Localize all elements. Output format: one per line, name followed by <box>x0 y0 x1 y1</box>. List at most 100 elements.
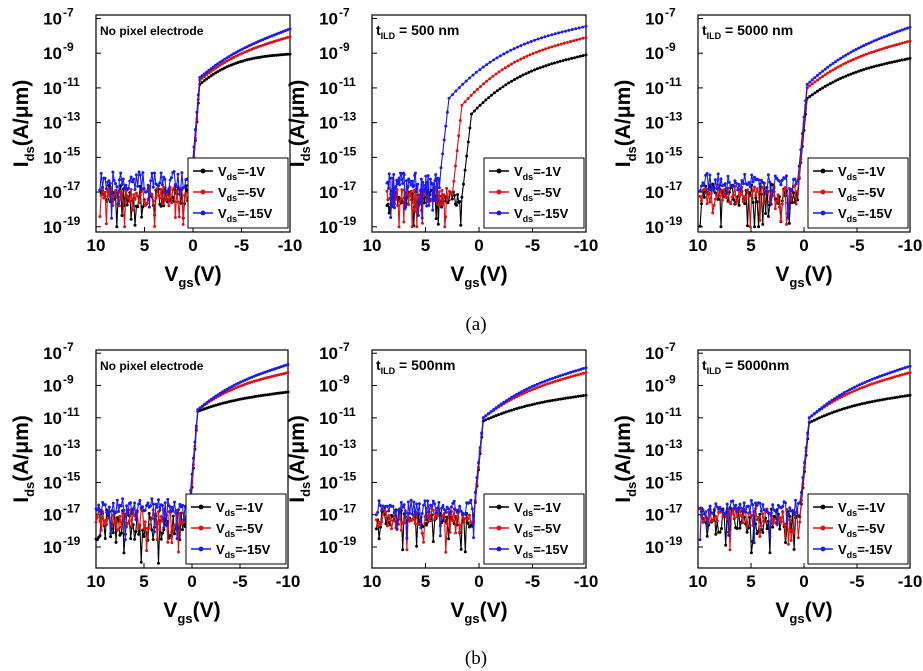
data-point <box>405 179 408 183</box>
data-point <box>117 510 121 513</box>
data-point <box>431 182 435 186</box>
data-point <box>578 54 582 58</box>
data-point <box>227 64 231 68</box>
data-point <box>121 200 125 204</box>
data-point <box>790 189 794 193</box>
data-point <box>753 185 756 189</box>
data-point <box>239 380 243 384</box>
data-point <box>420 216 424 220</box>
data-point <box>737 506 741 510</box>
data-point <box>825 402 829 406</box>
data-point <box>405 536 409 540</box>
data-point <box>855 388 859 392</box>
data-point <box>174 511 178 515</box>
plot-annotation: tILD = 500nm <box>376 357 456 376</box>
data-point <box>114 518 118 522</box>
data-point <box>796 189 800 193</box>
data-point <box>564 58 568 62</box>
data-point <box>110 509 114 513</box>
data-point <box>553 44 557 48</box>
data-point <box>872 39 876 43</box>
data-point <box>878 379 882 383</box>
data-point <box>145 190 149 193</box>
data-point <box>561 377 565 381</box>
data-point <box>132 177 136 181</box>
data-point <box>740 179 744 183</box>
data-point <box>149 522 152 526</box>
data-point <box>497 404 501 408</box>
data-point <box>137 201 141 205</box>
data-point <box>716 172 720 176</box>
data-point <box>466 140 470 144</box>
y-tick-label: 10-7 <box>43 5 74 28</box>
data-point <box>858 383 862 387</box>
data-point <box>818 71 822 75</box>
data-point <box>422 540 426 544</box>
data-point <box>454 508 458 512</box>
x-tick-label: -10 <box>574 572 599 591</box>
data-point <box>250 395 254 399</box>
data-point <box>139 560 143 564</box>
legend-label: Vds=-1V <box>838 500 885 518</box>
data-point <box>484 98 488 102</box>
data-point <box>413 512 417 516</box>
data-point <box>121 497 125 501</box>
data-point <box>227 389 231 393</box>
legend-label: Vds=-5V <box>216 521 263 539</box>
data-point <box>266 376 270 379</box>
data-point <box>165 524 168 527</box>
data-point <box>766 173 770 177</box>
data-point <box>463 512 467 516</box>
data-point <box>747 194 751 198</box>
data-point <box>903 27 907 31</box>
data-point <box>698 194 702 198</box>
data-point <box>512 407 516 411</box>
data-point <box>288 52 292 56</box>
data-point <box>890 370 894 374</box>
data-point <box>707 187 710 191</box>
data-point <box>714 515 718 518</box>
data-point <box>893 369 897 373</box>
data-point <box>903 372 907 376</box>
data-point <box>151 538 155 541</box>
data-point <box>880 379 884 383</box>
y-tick-label: 10-19 <box>43 214 81 237</box>
data-point <box>433 502 437 506</box>
data-point <box>475 476 479 480</box>
data-point <box>138 193 142 197</box>
data-point <box>379 523 382 526</box>
data-point <box>885 46 889 49</box>
data-point <box>757 178 761 182</box>
data-point <box>548 381 552 385</box>
data-point <box>400 178 404 182</box>
data-point <box>534 50 538 54</box>
data-point <box>435 199 439 202</box>
data-point <box>700 184 703 188</box>
y-tick-label: 10-13 <box>319 437 357 460</box>
data-point <box>169 509 172 513</box>
data-point <box>521 73 525 77</box>
data-point <box>828 63 832 67</box>
data-point <box>893 43 897 47</box>
data-point <box>140 187 144 190</box>
data-point <box>417 502 421 506</box>
data-point <box>243 46 247 50</box>
data-point <box>426 499 430 503</box>
data-point <box>890 44 894 48</box>
data-point <box>888 376 892 380</box>
y-tick-label: 10-15 <box>43 144 81 167</box>
data-point <box>478 446 482 450</box>
data-point <box>567 28 571 32</box>
data-point <box>288 35 292 39</box>
data-point <box>711 211 715 215</box>
data-point <box>189 489 193 492</box>
data-point <box>97 503 101 507</box>
data-point <box>265 36 269 40</box>
data-point <box>794 498 797 502</box>
data-point <box>466 521 470 525</box>
data-point <box>509 48 513 52</box>
data-point <box>823 84 827 88</box>
data-point <box>114 540 118 544</box>
data-point <box>700 202 703 206</box>
data-point <box>243 382 247 386</box>
